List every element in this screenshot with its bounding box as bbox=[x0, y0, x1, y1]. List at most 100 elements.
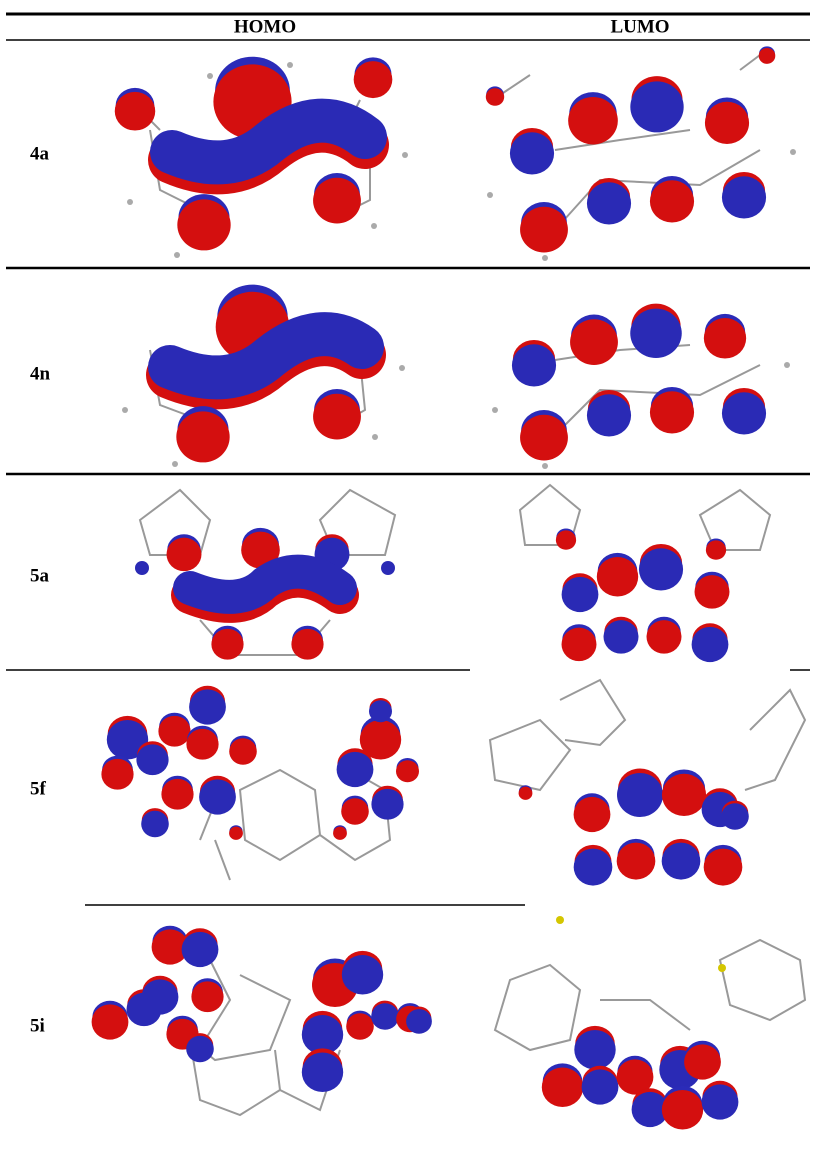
orbital-shape bbox=[493, 938, 807, 1052]
orbital-shape bbox=[721, 171, 767, 219]
orbital-shape bbox=[705, 538, 727, 560]
orbital-shape bbox=[291, 625, 324, 660]
row-label: 4n bbox=[30, 363, 51, 384]
orbital-shape bbox=[371, 1000, 399, 1030]
orbital-shape bbox=[136, 741, 169, 776]
orbital-shape bbox=[596, 552, 639, 597]
orbital-shape bbox=[177, 194, 231, 251]
orbital-shape bbox=[174, 252, 180, 258]
orbital-shape bbox=[661, 769, 707, 817]
orbital-shape bbox=[511, 339, 557, 387]
orbital-shape bbox=[509, 127, 555, 175]
orbital-shape bbox=[581, 1065, 619, 1105]
orbital-shape bbox=[573, 844, 613, 886]
orbital-shape bbox=[199, 775, 236, 815]
orbital-image bbox=[518, 483, 772, 663]
orbital-shape bbox=[704, 97, 750, 145]
orbital-image bbox=[122, 284, 405, 467]
orbital-shape bbox=[359, 715, 402, 760]
orbital-shape bbox=[485, 86, 505, 106]
orbital-shape bbox=[630, 303, 682, 358]
orbital-shape bbox=[701, 1080, 739, 1120]
orbital-shape bbox=[91, 1000, 129, 1040]
orbital-shape bbox=[520, 202, 568, 253]
orbital-shape bbox=[721, 387, 767, 435]
orbital-image bbox=[493, 916, 807, 1130]
orbital-shape bbox=[173, 554, 357, 614]
orbital-shape bbox=[346, 1010, 374, 1040]
orbital-shape bbox=[166, 534, 202, 572]
orbital-shape bbox=[718, 964, 726, 972]
orbital-shape bbox=[301, 1048, 344, 1093]
orbital-shape bbox=[703, 313, 747, 359]
orbital-shape bbox=[406, 1006, 432, 1034]
orbital-shape bbox=[186, 725, 219, 760]
orbital-shape bbox=[191, 978, 224, 1013]
orbital-shape bbox=[371, 785, 404, 820]
orbital-shape bbox=[691, 623, 729, 663]
orbital-shape bbox=[148, 312, 384, 400]
orbital-shape bbox=[542, 463, 548, 469]
orbital-shape bbox=[603, 616, 639, 654]
row-label: 5f bbox=[30, 778, 47, 799]
orbital-shape bbox=[574, 1025, 616, 1070]
orbital-shape bbox=[287, 62, 293, 68]
orbital-shape bbox=[172, 461, 178, 467]
orbital-shape bbox=[492, 407, 498, 413]
orbital-shape bbox=[341, 950, 384, 995]
orbital-shape bbox=[586, 177, 632, 225]
orbital-shape bbox=[487, 192, 493, 198]
orbital-shape bbox=[229, 735, 257, 765]
orbital-image bbox=[485, 46, 796, 261]
row-label: 5i bbox=[30, 1015, 45, 1036]
orbital-shape bbox=[661, 1085, 704, 1130]
orbital-shape bbox=[617, 768, 663, 817]
orbital-shape bbox=[784, 362, 790, 368]
orbital-shape bbox=[150, 98, 387, 185]
orbital-shape bbox=[630, 76, 684, 133]
orbital-shape bbox=[616, 838, 656, 880]
orbital-shape bbox=[399, 365, 405, 371]
orbital-shape bbox=[229, 825, 243, 840]
orbital-shape bbox=[139, 99, 371, 221]
orbital-shape bbox=[207, 73, 213, 79]
row-label: 4a bbox=[30, 143, 50, 164]
orbital-shape bbox=[694, 571, 730, 609]
orbital-shape bbox=[649, 175, 695, 223]
orbital-shape bbox=[301, 1010, 344, 1055]
orbital-shape bbox=[381, 561, 395, 575]
orbital-shape bbox=[211, 625, 244, 660]
orbital-shape bbox=[518, 785, 533, 800]
orbital-shape bbox=[402, 152, 408, 158]
orbital-shape bbox=[114, 87, 156, 131]
orbital-shape bbox=[158, 712, 191, 747]
orbital-shape bbox=[638, 543, 684, 591]
column-header: LUMO bbox=[610, 16, 669, 37]
orbital-image bbox=[114, 56, 408, 258]
orbital-shape bbox=[520, 410, 568, 461]
orbital-shape bbox=[396, 758, 419, 783]
orbital-shape bbox=[488, 678, 807, 792]
orbital-shape bbox=[333, 825, 347, 840]
orbital-shape bbox=[186, 1033, 214, 1063]
orbital-shape bbox=[141, 808, 169, 838]
orbital-shape bbox=[127, 199, 133, 205]
orbital-shape bbox=[586, 389, 632, 437]
orbital-shape bbox=[135, 561, 149, 575]
orbital-shape bbox=[561, 624, 597, 662]
orbital-shape bbox=[542, 255, 548, 261]
orbital-shape bbox=[499, 54, 761, 231]
orbital-shape bbox=[570, 314, 618, 365]
orbital-shape bbox=[372, 434, 378, 440]
orbital-image bbox=[492, 303, 790, 469]
orbital-shape bbox=[684, 1040, 721, 1080]
orbital-image bbox=[135, 488, 397, 660]
orbital-shape bbox=[353, 57, 393, 99]
orbital-shape bbox=[189, 685, 226, 725]
orbital-shape bbox=[568, 92, 618, 145]
orbital-shape bbox=[141, 975, 179, 1015]
orbital-shape bbox=[573, 793, 611, 833]
orbital-shape bbox=[661, 838, 701, 880]
orbital-shape bbox=[122, 407, 128, 413]
